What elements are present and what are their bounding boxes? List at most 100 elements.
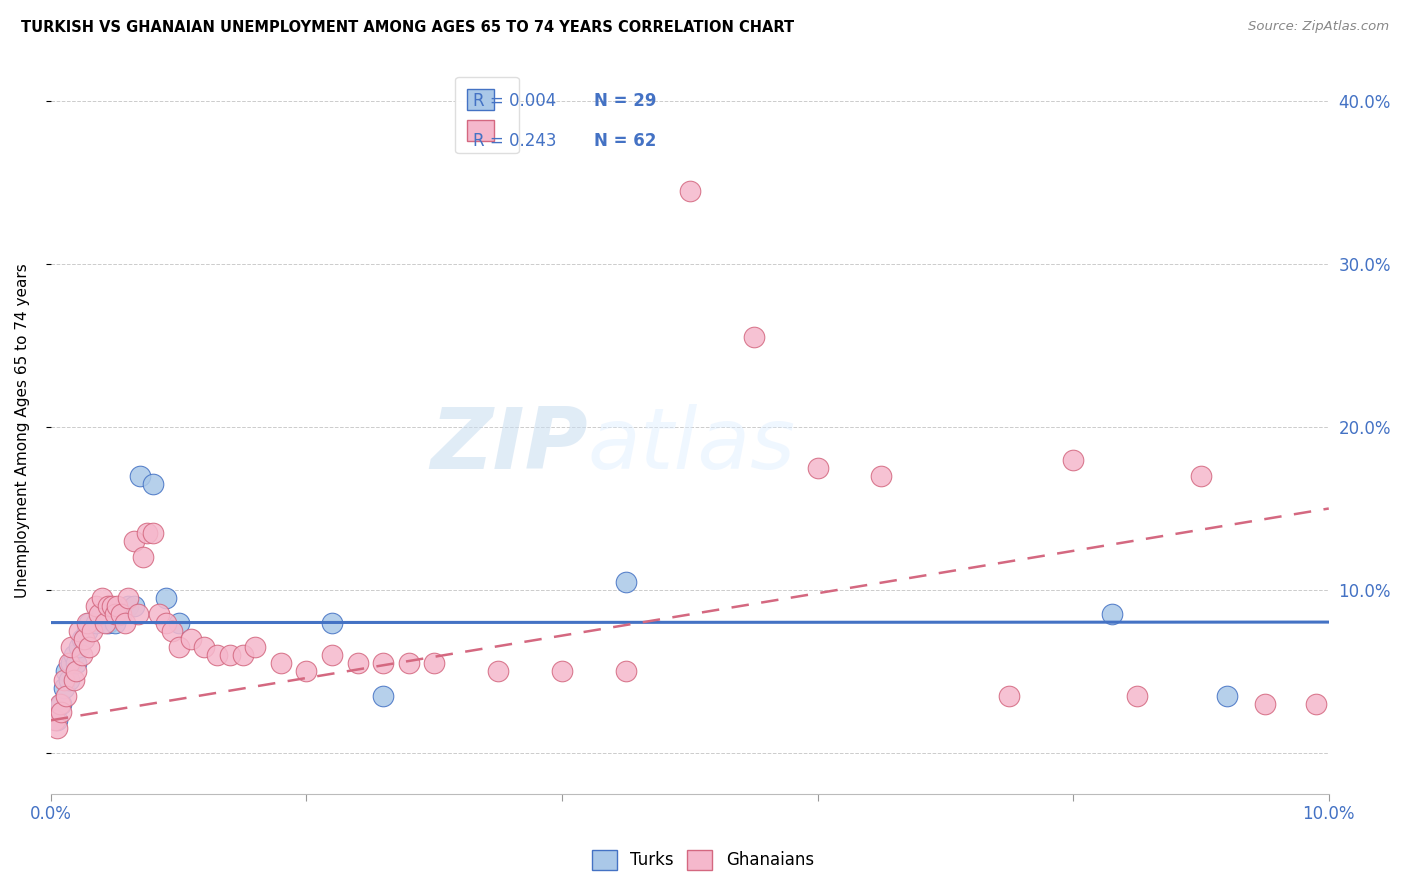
Legend: , : , <box>456 77 519 153</box>
Point <box>614 665 637 679</box>
Point <box>49 697 72 711</box>
Point <box>1126 689 1149 703</box>
Point <box>371 657 394 671</box>
Point <box>110 607 132 622</box>
Point <box>321 615 343 630</box>
Y-axis label: Unemployment Among Ages 65 to 74 years: Unemployment Among Ages 65 to 74 years <box>15 264 30 599</box>
Point <box>110 607 132 622</box>
Point <box>122 599 145 614</box>
Point <box>167 640 190 654</box>
Point <box>70 648 93 662</box>
Point <box>84 599 107 614</box>
Point <box>104 607 127 622</box>
Point <box>167 615 190 630</box>
Point <box>52 681 75 695</box>
Point <box>91 607 114 622</box>
Point <box>346 657 368 671</box>
Point <box>742 330 765 344</box>
Point <box>73 632 96 646</box>
Point <box>60 657 83 671</box>
Point <box>218 648 240 662</box>
Point <box>1215 689 1237 703</box>
Point <box>122 534 145 549</box>
Point <box>231 648 253 662</box>
Point <box>77 640 100 654</box>
Point <box>371 689 394 703</box>
Point <box>63 648 86 662</box>
Point <box>295 665 318 679</box>
Text: ZIP: ZIP <box>430 404 588 487</box>
Point <box>162 624 184 638</box>
Point <box>142 477 165 491</box>
Point <box>46 722 69 736</box>
Point <box>84 615 107 630</box>
Point <box>55 689 77 703</box>
Point <box>148 607 170 622</box>
Point <box>97 615 120 630</box>
Point <box>423 657 446 671</box>
Point <box>67 640 90 654</box>
Point <box>155 591 177 606</box>
Point <box>93 615 115 630</box>
Text: R = 0.243: R = 0.243 <box>472 132 555 150</box>
Point <box>870 469 893 483</box>
Point <box>614 574 637 589</box>
Point <box>52 673 75 687</box>
Point <box>998 689 1021 703</box>
Point <box>132 550 155 565</box>
Point <box>73 632 96 646</box>
Point <box>77 615 100 630</box>
Point <box>1254 697 1277 711</box>
Text: R = 0.004: R = 0.004 <box>472 92 555 110</box>
Point <box>1062 452 1084 467</box>
Point <box>67 624 90 638</box>
Point <box>105 599 128 614</box>
Point <box>127 607 149 622</box>
Point <box>101 599 124 614</box>
Point <box>398 657 420 671</box>
Point <box>117 591 139 606</box>
Point <box>205 648 228 662</box>
Text: atlas: atlas <box>588 404 796 487</box>
Point <box>117 599 139 614</box>
Point <box>1101 607 1123 622</box>
Point <box>155 615 177 630</box>
Point <box>321 648 343 662</box>
Point <box>65 665 87 679</box>
Point <box>58 673 80 687</box>
Point <box>60 640 83 654</box>
Point <box>76 624 98 638</box>
Point <box>1305 697 1327 711</box>
Point <box>104 615 127 630</box>
Point <box>486 665 509 679</box>
Point <box>180 632 202 646</box>
Point <box>49 697 72 711</box>
Point <box>1189 469 1212 483</box>
Point <box>807 460 830 475</box>
Point <box>97 599 120 614</box>
Point <box>55 665 77 679</box>
Text: N = 62: N = 62 <box>593 132 657 150</box>
Point <box>270 657 292 671</box>
Point <box>46 714 69 728</box>
Text: Source: ZipAtlas.com: Source: ZipAtlas.com <box>1249 20 1389 33</box>
Point <box>58 657 80 671</box>
Point <box>80 624 103 638</box>
Point <box>44 714 66 728</box>
Point <box>679 184 702 198</box>
Point <box>129 469 152 483</box>
Point <box>245 640 267 654</box>
Point <box>551 665 574 679</box>
Point <box>193 640 215 654</box>
Legend: Turks, Ghanaians: Turks, Ghanaians <box>585 843 821 877</box>
Point <box>65 657 87 671</box>
Point <box>114 615 136 630</box>
Point <box>70 632 93 646</box>
Point <box>142 525 165 540</box>
Point <box>63 673 86 687</box>
Point <box>135 525 157 540</box>
Text: N = 29: N = 29 <box>593 92 657 110</box>
Point <box>89 607 111 622</box>
Point <box>91 591 114 606</box>
Point <box>76 615 98 630</box>
